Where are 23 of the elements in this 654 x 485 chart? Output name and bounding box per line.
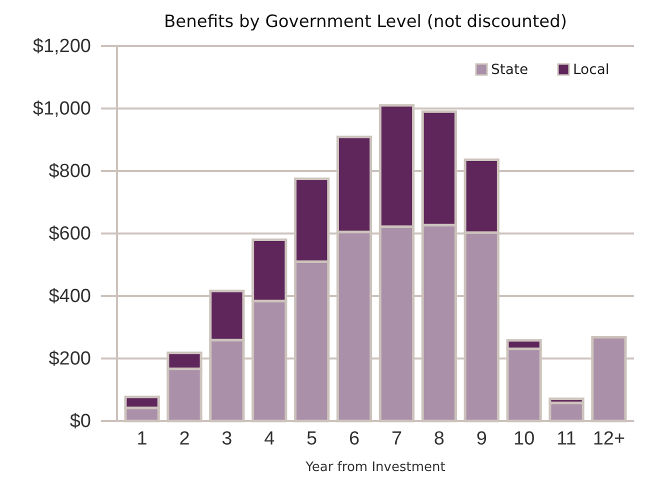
x-tick-label: 4 (264, 428, 276, 450)
x-tick-label: 8 (434, 428, 444, 450)
y-tick-label: $800 (48, 161, 91, 182)
y-tick-label: $600 (48, 224, 91, 245)
x-tick-label: 11 (556, 428, 576, 450)
x-axis-title: Year from Investment (304, 460, 446, 475)
y-tick-label: $1,200 (32, 36, 91, 58)
x-tick-label: 1 (136, 428, 148, 450)
legend-label: State (491, 62, 528, 78)
x-tick-label: 12+ (592, 428, 626, 450)
x-tick-label: 5 (306, 428, 318, 450)
legend-label: Local (573, 62, 610, 78)
y-tick-label: $1,000 (32, 98, 91, 120)
y-tick-label: $400 (48, 286, 91, 308)
x-tick-label: 2 (179, 428, 190, 450)
chart-title: Benefits by Government Level (not discounted) (164, 12, 568, 32)
y-tick-label: $0 (70, 411, 91, 432)
y-tick-label: $200 (48, 348, 91, 370)
x-tick-label: 7 (391, 428, 402, 450)
x-tick-label: 6 (348, 428, 360, 450)
x-tick-label: 3 (222, 428, 232, 450)
x-tick-label: 9 (476, 428, 487, 450)
x-tick-label: 10 (513, 428, 535, 450)
